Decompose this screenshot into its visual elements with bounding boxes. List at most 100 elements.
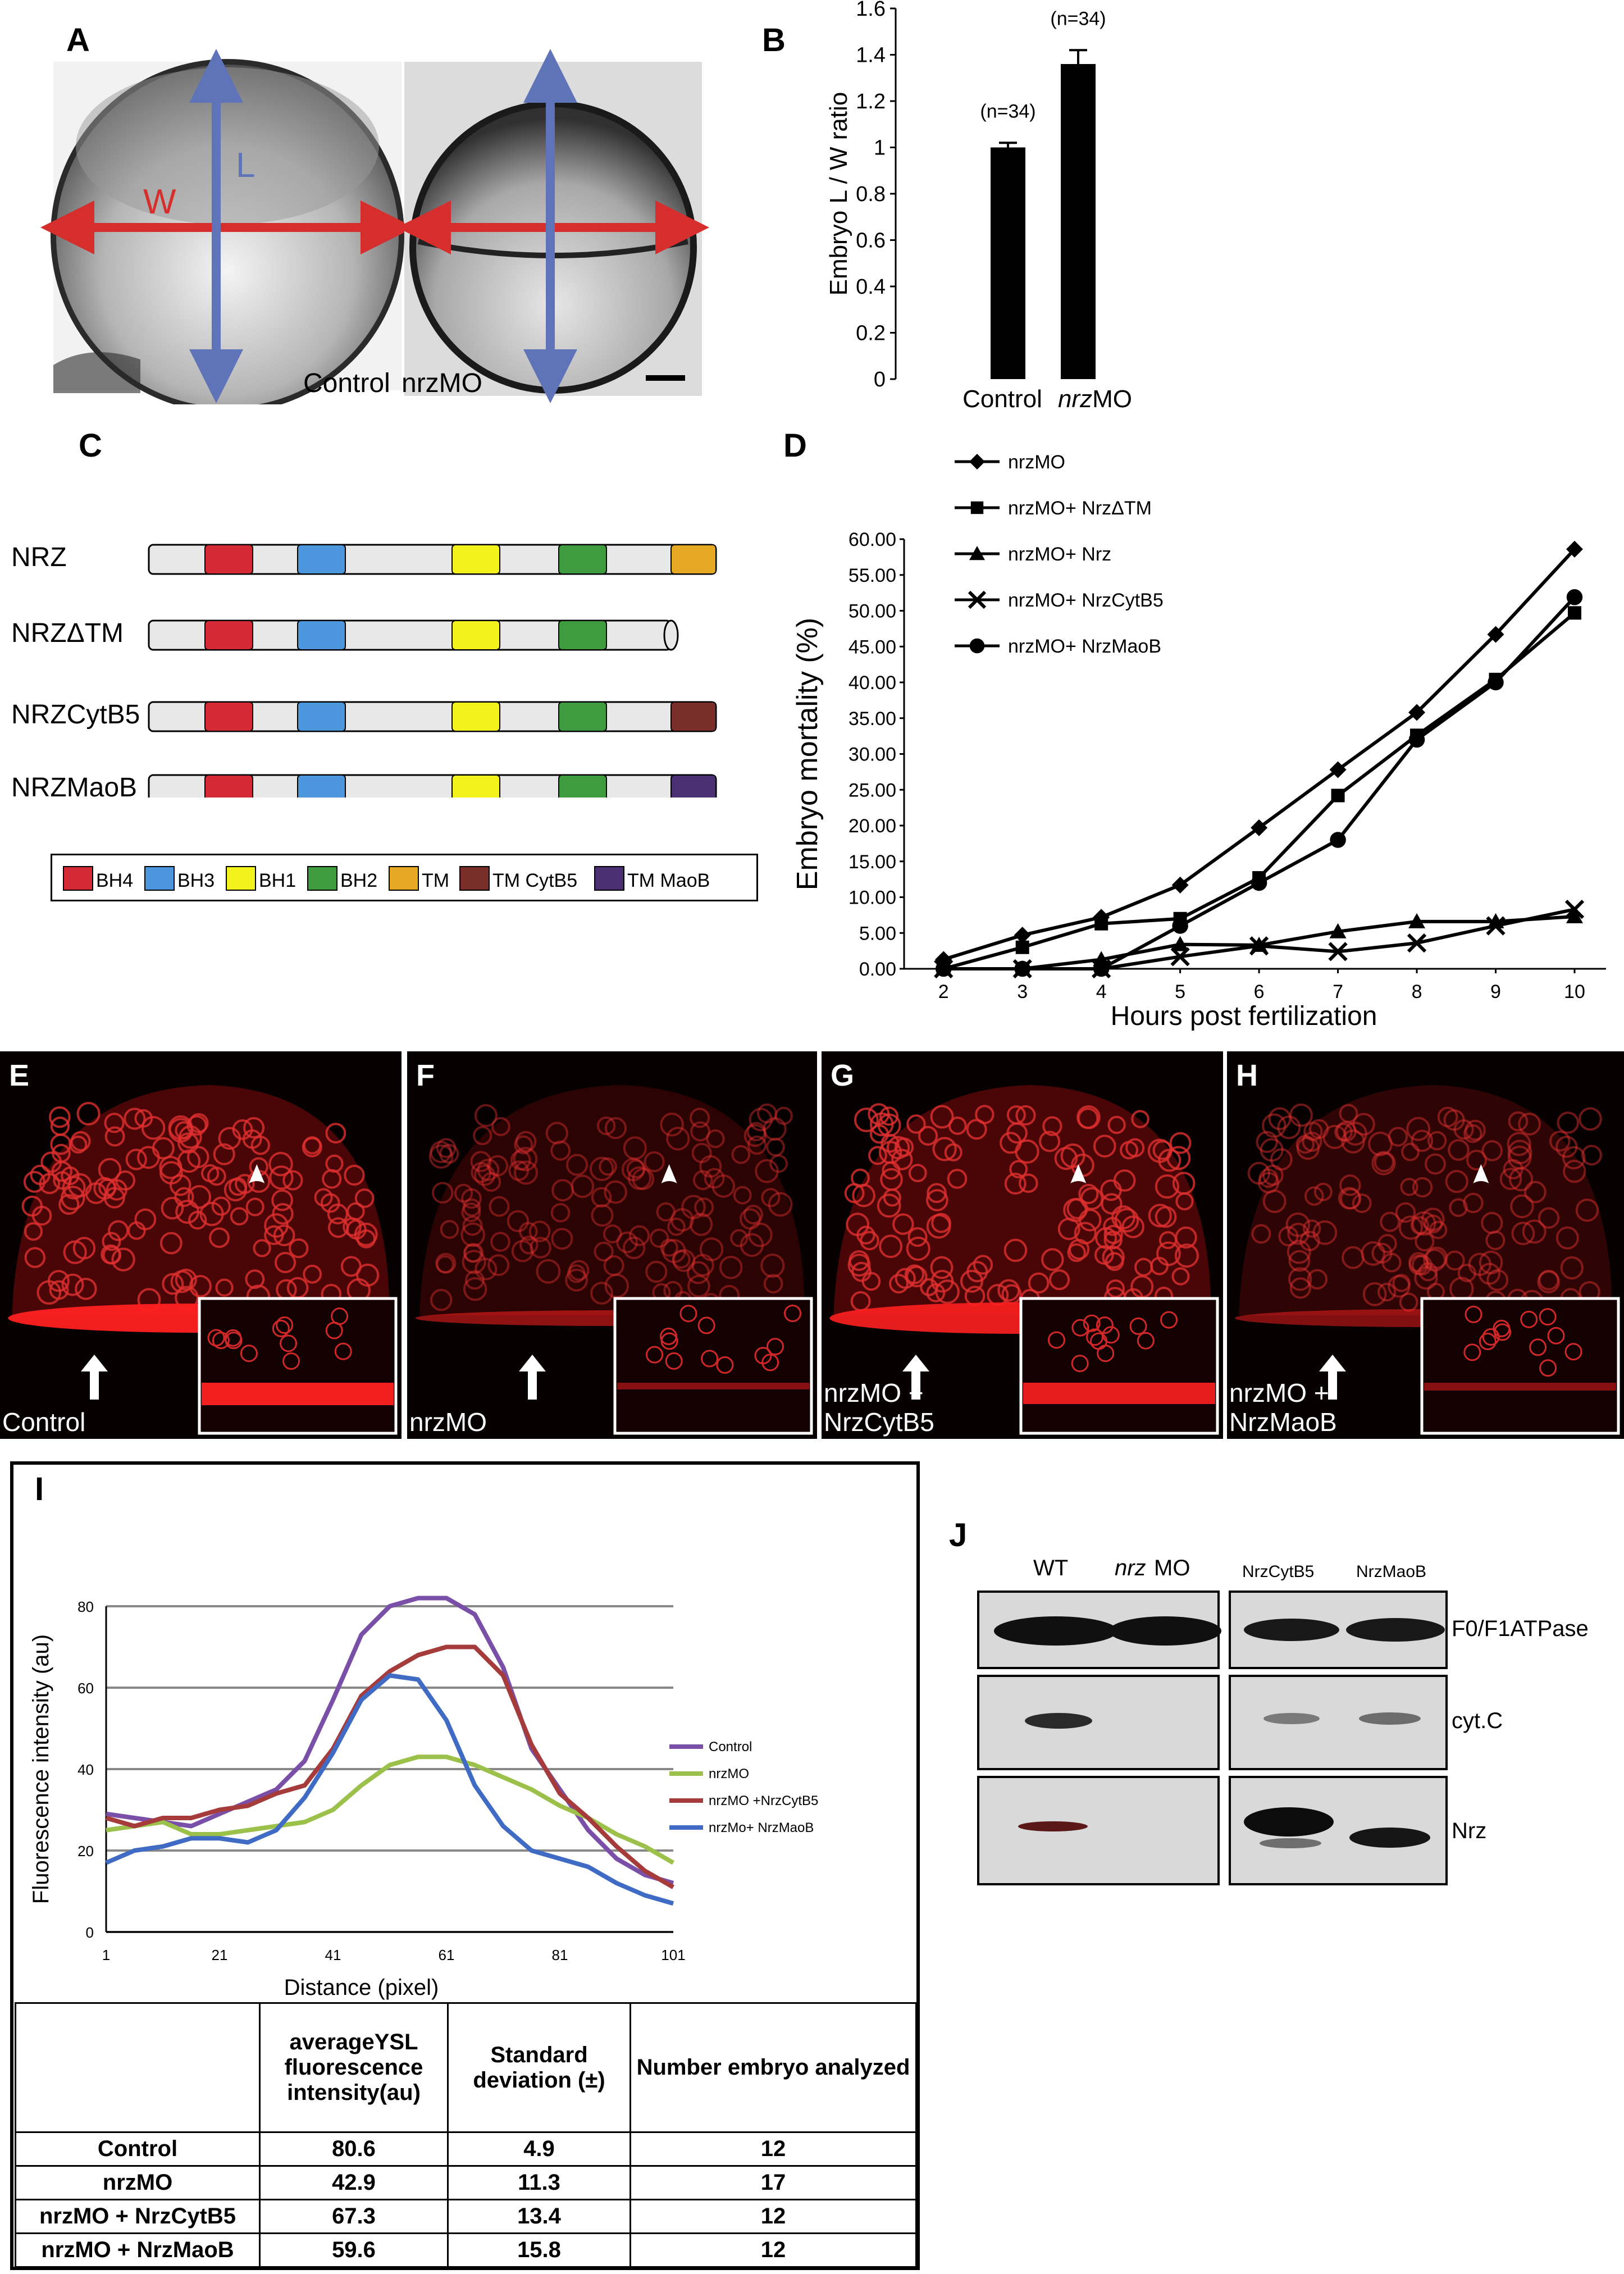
domain-block — [204, 774, 253, 805]
marker-circle — [1014, 960, 1030, 977]
cell — [1287, 1223, 1310, 1245]
stats-cell: Control — [15, 2131, 261, 2167]
chart-i: 0 20 40 60 80 1 21 41 61 81 101 Distance (pixel) Flu… — [29, 1596, 818, 2000]
cell — [515, 1131, 537, 1152]
cell — [137, 1146, 160, 1169]
lane-mo: MO — [1154, 1556, 1190, 1580]
cell — [1105, 1252, 1124, 1272]
x-tick-label: 101 — [661, 1947, 685, 1963]
arrowhead-icon — [1070, 1164, 1087, 1183]
cell — [104, 1126, 125, 1147]
inset-cell — [1129, 1317, 1147, 1335]
inset-cell — [660, 1332, 678, 1350]
inset-cell — [1547, 1327, 1565, 1345]
cell — [272, 1203, 294, 1225]
cell — [1339, 1174, 1361, 1196]
cell — [1258, 1168, 1278, 1188]
stats-header-2: Standard deviation (±) — [447, 2002, 631, 2133]
cell — [1538, 1269, 1559, 1291]
cell — [50, 1133, 72, 1155]
y-tick-label: 55.00 — [849, 565, 896, 586]
cell — [1463, 1124, 1482, 1143]
marker-x — [1170, 947, 1190, 967]
cell — [1289, 1277, 1311, 1299]
domain-block — [204, 544, 253, 575]
inset-ysl — [202, 1383, 394, 1405]
cell — [1579, 1107, 1602, 1131]
cell — [61, 1273, 84, 1296]
cell — [23, 1170, 45, 1193]
construct-label: NRZMaoB — [11, 773, 137, 798]
cell — [465, 1270, 485, 1290]
cell — [1371, 1242, 1393, 1264]
cell — [662, 1239, 686, 1264]
marker-diamond — [1566, 540, 1583, 558]
cell — [211, 1196, 231, 1216]
cell — [536, 1259, 561, 1284]
inset-cell — [1096, 1316, 1114, 1334]
cell — [769, 1154, 788, 1173]
series-triangle — [935, 908, 1583, 976]
y-tick-label: 0.6 — [856, 229, 886, 253]
cell — [596, 1116, 616, 1136]
cell — [134, 1109, 153, 1128]
legend-label: nrzMO — [1008, 452, 1065, 473]
stats-cell: 13.4 — [447, 2199, 631, 2234]
cell — [1518, 1113, 1541, 1136]
marker-triangle — [1171, 936, 1189, 951]
inset-cell — [1160, 1311, 1178, 1329]
cell — [906, 1265, 928, 1288]
cell — [749, 1108, 773, 1132]
cell — [199, 1201, 224, 1227]
cell — [1107, 1115, 1126, 1134]
y-tick-label: 0.8 — [856, 183, 886, 206]
cell — [1449, 1198, 1468, 1217]
cell — [1101, 1193, 1123, 1215]
cell — [1381, 1252, 1402, 1273]
cell — [24, 1247, 45, 1268]
inset-cell — [1539, 1308, 1557, 1326]
inset-ysl — [1023, 1383, 1215, 1404]
cell — [1352, 1113, 1375, 1136]
cell — [1411, 1129, 1434, 1152]
cell — [1499, 1168, 1522, 1191]
construct-diagram: NRZ NRZΔTM NRZCytB5 NRZMaoB — [0, 528, 730, 805]
cell — [141, 1115, 166, 1140]
cell — [1262, 1164, 1284, 1186]
cell — [1453, 1119, 1474, 1140]
cell — [930, 1256, 954, 1279]
y-tick-label: 35.00 — [849, 708, 896, 730]
legend-label: nrzMO+ NrzMaoB — [1008, 636, 1161, 657]
cell — [510, 1150, 531, 1170]
inset-cell — [280, 1334, 298, 1352]
inset-cell — [240, 1345, 258, 1362]
cell — [960, 1269, 983, 1293]
n-annotation: (n=34) — [980, 101, 1035, 122]
lane-nrz: nrz — [1115, 1556, 1146, 1580]
cell — [1067, 1243, 1086, 1263]
blastoderm — [833, 1085, 1211, 1315]
cell — [604, 1180, 627, 1204]
cell — [1078, 1183, 1099, 1205]
panel-label-j: J — [949, 1517, 968, 1553]
cell — [1507, 1132, 1531, 1156]
inset-cell — [224, 1329, 242, 1347]
cell — [1562, 1146, 1586, 1170]
cell — [243, 1117, 265, 1139]
cell — [518, 1222, 538, 1241]
cell — [869, 1112, 894, 1137]
cell — [1481, 1211, 1503, 1234]
inset-cell — [1463, 1343, 1481, 1361]
y-tick-label: 1 — [874, 136, 886, 160]
cell — [245, 1269, 265, 1289]
cell — [1511, 1222, 1535, 1246]
cell — [428, 1144, 454, 1169]
cell — [39, 1173, 61, 1195]
cell — [1443, 1109, 1465, 1131]
cell — [253, 1239, 271, 1257]
tm-domain-block — [670, 544, 717, 575]
cell — [667, 1218, 686, 1236]
stats-cell: 42.9 — [259, 2165, 449, 2200]
cell — [49, 1106, 71, 1128]
domain-block — [204, 701, 253, 732]
